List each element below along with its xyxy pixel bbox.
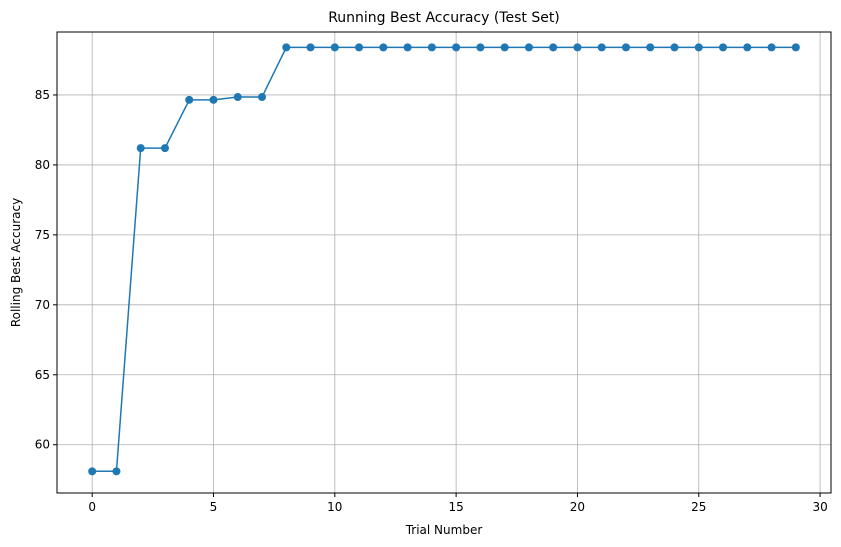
x-tick-label: 0 <box>88 500 96 514</box>
data-point <box>500 43 509 52</box>
y-axis-label: Rolling Best Accuracy <box>9 198 23 327</box>
y-tick-label: 70 <box>35 298 50 312</box>
data-point <box>379 43 388 52</box>
data-point <box>258 93 267 102</box>
data-point <box>306 43 315 52</box>
y-tick-label: 65 <box>35 368 50 382</box>
data-point <box>573 43 582 52</box>
x-axis-label: Trial Number <box>405 523 483 537</box>
data-point <box>694 43 703 52</box>
data-point <box>597 43 606 52</box>
ticks: 0 5 10 15 20 25 30 60 65 70 75 80 85 <box>35 88 828 514</box>
data-point <box>452 43 461 52</box>
data-point <box>112 467 121 476</box>
data-point <box>743 43 752 52</box>
data-point <box>233 93 242 102</box>
y-tick-label: 60 <box>35 438 50 452</box>
data-point <box>136 144 145 153</box>
chart-title: Running Best Accuracy (Test Set) <box>328 10 560 26</box>
data-point <box>524 43 533 52</box>
data-point <box>670 43 679 52</box>
series-line <box>92 46 796 473</box>
data-point <box>160 144 169 153</box>
x-tick-label: 15 <box>448 500 463 514</box>
y-tick-label: 75 <box>35 228 50 242</box>
grid <box>57 32 831 493</box>
data-point <box>403 43 412 52</box>
x-tick-label: 20 <box>570 500 585 514</box>
y-tick-label: 85 <box>35 88 50 102</box>
data-point <box>719 43 728 52</box>
series-layer <box>88 43 800 476</box>
plot-frame <box>56 31 832 494</box>
data-point <box>621 43 630 52</box>
x-tick-label: 30 <box>812 500 827 514</box>
data-point <box>646 43 655 52</box>
x-tick-label: 5 <box>210 500 218 514</box>
data-point <box>355 43 364 52</box>
y-tick-label: 80 <box>35 158 50 172</box>
data-point <box>282 43 291 52</box>
data-point <box>330 43 339 52</box>
data-point <box>427 43 436 52</box>
data-point <box>476 43 485 52</box>
data-point <box>209 95 218 104</box>
data-point <box>791 43 800 52</box>
data-point <box>767 43 776 52</box>
data-point <box>88 467 97 476</box>
data-point <box>549 43 558 52</box>
data-point <box>185 95 194 104</box>
x-tick-label: 25 <box>691 500 706 514</box>
x-tick-label: 10 <box>327 500 342 514</box>
